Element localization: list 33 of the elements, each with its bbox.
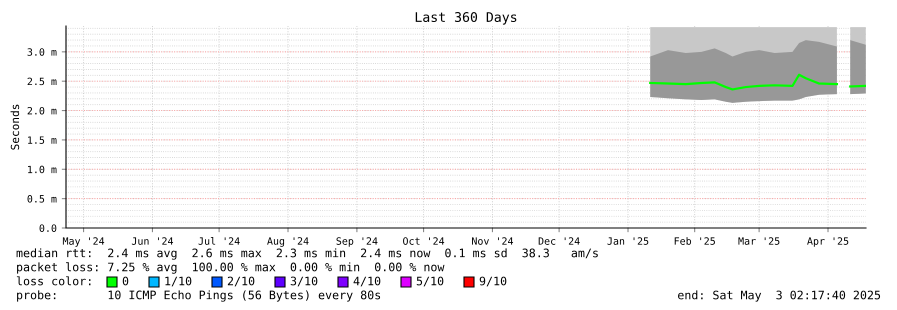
- x-tick-label: Feb '25: [674, 237, 715, 245]
- x-tick-label: Sep '24: [336, 237, 378, 247]
- x-tick-label: Mar '25: [738, 237, 780, 245]
- legend-label: 1/10: [165, 276, 192, 286]
- y-tick-label: 3.0 m: [28, 48, 56, 56]
- legend-title: loss color:: [16, 276, 90, 286]
- legend-label: 5/10: [416, 276, 444, 286]
- y-tick-label: 1.5 m: [28, 136, 56, 144]
- x-tick-label: Jun '24: [132, 237, 174, 245]
- x-tick-label: Apr '25: [807, 237, 848, 247]
- legend-label: 2/10: [228, 276, 254, 286]
- x-tick-label: Jan '25: [607, 237, 648, 245]
- text: end: Sat May 3 02:17:40 2025: [678, 290, 880, 302]
- legend-label: 4/10: [354, 276, 380, 286]
- x-tick-label: May '24: [62, 237, 104, 247]
- legend-label: 3/10: [290, 276, 318, 286]
- y-axis-title: Seconds: [10, 104, 20, 150]
- y-tick-label: 1.0 m: [28, 166, 56, 174]
- x-tick-label: Jul '24: [198, 237, 240, 245]
- y-tick-label: 2.5 m: [28, 78, 56, 86]
- y-tick-label: 0.0: [40, 224, 56, 232]
- legend-label: 9/10: [480, 276, 506, 286]
- text: median rtt: 2.4 ms avg 2.6 ms max 2.3 ms min 2.4 ms now 0.1 ms sd 38.3 am/s: [16, 248, 598, 260]
- text: packet loss: 7.25 % avg 100.00 % max 0.00 % min 0.00 % now: [17, 262, 444, 274]
- x-tick-label: Aug '24: [267, 237, 309, 247]
- y-tick-label: 0.5 m: [28, 195, 56, 203]
- legend-label: 0: [122, 276, 128, 286]
- x-tick-label: Nov '24: [472, 237, 514, 245]
- y-tick-label: 2.0 m: [28, 106, 56, 115]
- x-tick-label: Oct '24: [403, 237, 444, 245]
- chart-title: Last 360 Days: [416, 12, 516, 25]
- text: probe: 10 ICMP Echo Pings (56 Bytes) every 80s: [17, 290, 380, 302]
- x-tick-label: Dec '24: [538, 237, 580, 245]
